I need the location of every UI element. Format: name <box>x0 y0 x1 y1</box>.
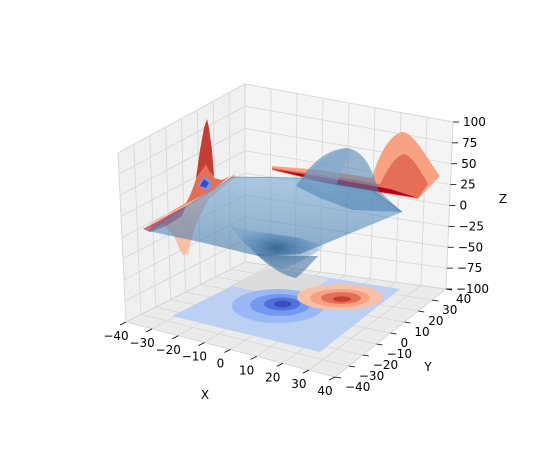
y-tick-label: 20 <box>428 314 443 328</box>
x-tick-label: −40 <box>103 329 128 343</box>
x-tick-mark <box>198 342 205 346</box>
z-axis-label: Z <box>499 192 507 206</box>
x-tick-label: 40 <box>317 384 332 398</box>
x-tick-label: 20 <box>265 370 280 384</box>
y-tick-mark <box>418 310 425 313</box>
y-tick-label: 0 <box>401 336 409 350</box>
wall-x-peak <box>196 119 214 178</box>
x-axis-label: X <box>201 388 209 402</box>
x-tick-label: 0 <box>217 357 225 371</box>
y-vertical-gridline <box>117 152 127 323</box>
z-tick-label: −25 <box>459 219 484 233</box>
z-tick-label: 100 <box>463 115 486 129</box>
x-vertical-gridline <box>420 117 428 286</box>
y-tick-label: 10 <box>414 325 429 339</box>
floor-contour <box>172 268 400 352</box>
y-tick-mark <box>404 321 411 324</box>
y-vertical-gridline <box>149 135 157 308</box>
z-tick-label: 25 <box>460 178 475 192</box>
z-tick-label: 0 <box>460 199 468 213</box>
x-tick-label: −20 <box>156 343 181 357</box>
y-tick-label: −20 <box>373 358 398 372</box>
surface-edge <box>147 176 403 232</box>
y-tick-label: −30 <box>359 369 384 383</box>
z-tick-label: 75 <box>462 136 477 150</box>
wall-y-mid <box>272 154 428 198</box>
z-tick-label: 50 <box>461 157 476 171</box>
x-tick-mark <box>328 376 336 381</box>
y-tick-mark <box>334 376 342 379</box>
y-gridline <box>140 314 349 367</box>
surface-trough-shadow <box>256 254 318 278</box>
floor-contour-warm-4 <box>333 296 351 302</box>
z-tick-label: −75 <box>457 261 482 275</box>
wall-x-tail <box>143 206 186 232</box>
y-vertical-gridline <box>133 144 142 315</box>
y-tick-label: 30 <box>442 303 457 317</box>
floor-contour-neutral <box>232 268 330 296</box>
x-tick-mark <box>250 356 257 360</box>
x-tick-mark <box>119 321 127 326</box>
x-tick-label: −30 <box>129 336 154 350</box>
y-vertical-gridline <box>165 127 172 300</box>
z-tick-label: −100 <box>456 282 489 296</box>
y-axis-label: Y <box>423 360 432 374</box>
x-tick-mark <box>302 369 310 374</box>
axis-ticks: −40 −30 −20 −10 0 10 20 30 40 −40−30−20−100102030… <box>103 115 489 398</box>
x-tick-mark <box>172 335 179 340</box>
y-tick-label: 40 <box>456 292 471 306</box>
x-tick-mark <box>276 362 283 367</box>
x-tick-mark <box>224 349 231 353</box>
x-tick-mark <box>145 328 153 333</box>
y-tick-mark <box>432 299 439 302</box>
floor-contour-cool-4 <box>274 300 292 308</box>
wall-x-dip-inner <box>200 179 209 188</box>
x-tick-label: 10 <box>239 363 254 377</box>
y-tick-mark <box>390 332 397 335</box>
x-tick-label: −10 <box>182 350 207 364</box>
x-tick-label: 30 <box>291 377 306 391</box>
surface <box>147 148 403 278</box>
y-tick-mark <box>362 354 369 357</box>
y-tick-mark <box>348 365 355 368</box>
surface-ridge <box>300 148 350 196</box>
y-tick-mark <box>376 343 383 346</box>
z-tick-label: −50 <box>458 240 483 254</box>
y-tick-label: −10 <box>387 347 412 361</box>
y-tick-label: −40 <box>345 380 370 394</box>
